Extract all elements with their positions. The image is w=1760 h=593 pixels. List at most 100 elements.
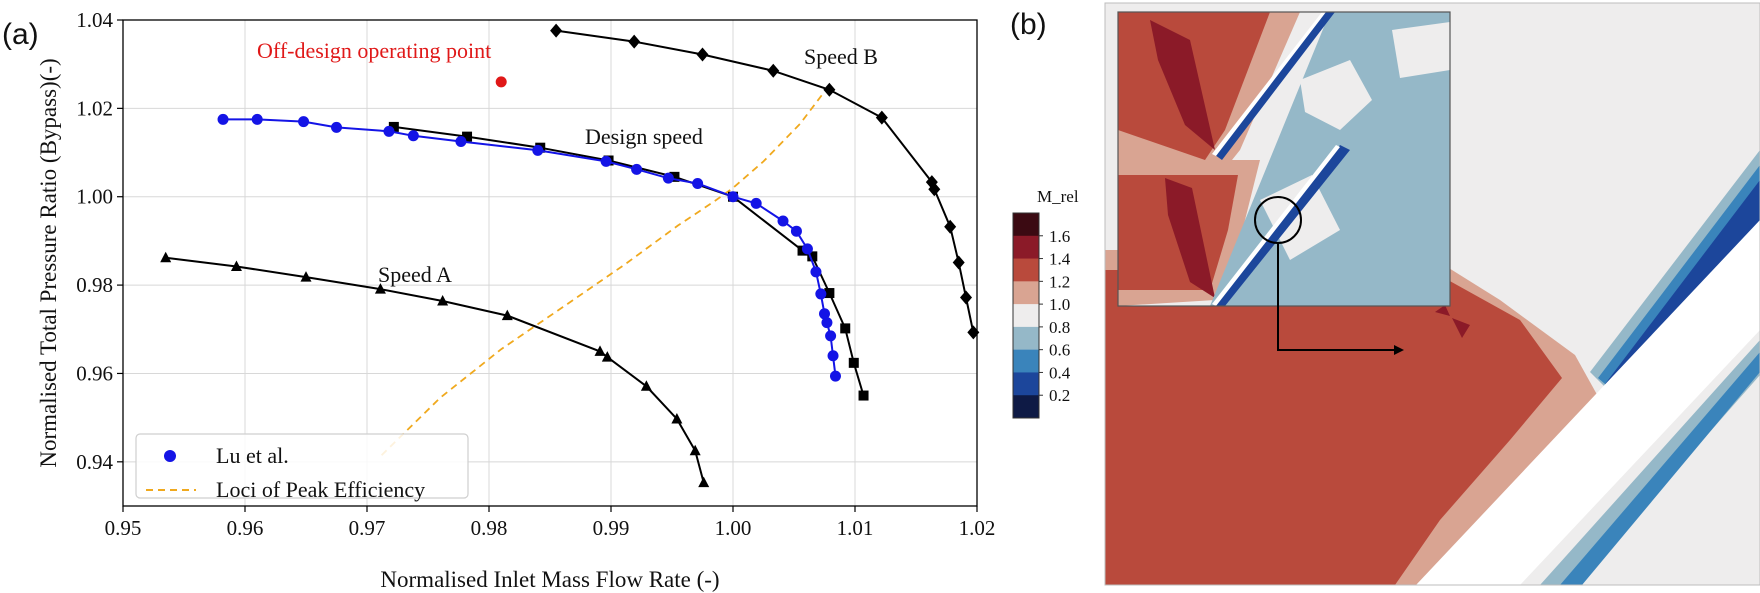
data-point-speed-a — [698, 476, 710, 488]
data-point-design-speed — [840, 323, 851, 334]
blade-surface — [1416, 220, 1760, 585]
colorbar-tick-label: 0.8 — [1049, 318, 1070, 337]
series-speed-b — [550, 23, 980, 340]
inset-frame — [1117, 11, 1451, 307]
x-tick-label: 1.02 — [959, 516, 996, 540]
colorbar-swatch — [1013, 213, 1039, 237]
colorbar-tick-label: 1.0 — [1049, 295, 1070, 314]
colorbar-tick-label: 1.6 — [1049, 227, 1070, 246]
shear-layer-outer — [1590, 150, 1760, 392]
colorbar-tick-label: 1.4 — [1049, 250, 1071, 269]
data-point-speed-b — [967, 325, 980, 340]
data-point-speed-a — [437, 294, 449, 306]
legend-marker-lu — [164, 450, 176, 462]
lower-shear-inner — [1560, 352, 1760, 585]
x-axis-label: Normalised Inlet Mass Flow Rate (-) — [380, 567, 719, 592]
off-design-point — [495, 76, 507, 88]
data-point-lu-et-al — [331, 121, 342, 133]
colorbar-labels: 1.6 1.4 1.2 1.0 0.8 0.6 0.4 0.2 — [1039, 227, 1071, 405]
y-tick-label: 1.04 — [76, 8, 113, 32]
data-point-speed-a — [689, 444, 701, 456]
data-point-lu-et-al — [532, 144, 544, 156]
y-tick-label: 0.98 — [76, 273, 113, 297]
panel-a-label: (a) — [2, 18, 39, 51]
series-line-lu-et-al — [223, 118, 837, 377]
series-line-design-speed — [393, 125, 865, 396]
data-point-lu-et-al — [727, 191, 739, 203]
mach-contour-inset — [1118, 12, 1450, 306]
y-tick-label: 0.94 — [76, 450, 113, 474]
data-point-speed-a — [230, 260, 242, 272]
colorbar-swatch — [1013, 304, 1039, 328]
data-point-speed-a — [160, 251, 172, 263]
data-point-speed-b — [823, 82, 836, 97]
annotation-speed-b: Speed B — [804, 44, 878, 69]
data-point-design-speed — [858, 390, 869, 401]
annotation-speed-a: Speed A — [378, 262, 452, 287]
data-point-lu-et-al — [777, 215, 789, 227]
legend-label-peak-eff: Loci of Peak Efficiency — [216, 477, 425, 502]
inset-blade-bottom — [1212, 145, 1340, 306]
data-point-speed-b — [960, 290, 973, 305]
data-point-lu-et-al — [600, 155, 612, 167]
legend-box — [135, 433, 469, 499]
data-point-design-speed — [848, 357, 859, 368]
plot-frame — [122, 19, 978, 507]
x-tick-label: 0.97 — [349, 516, 386, 540]
performance-map-chart: 0.95 0.96 0.97 0.98 0.99 1.00 1.01 1.02 0.94 0.96… — [36, 8, 995, 592]
legend: Lu et al. Loci of Peak Efficiency — [135, 433, 469, 502]
data-point-design-speed — [669, 171, 680, 182]
data-point-design-speed — [462, 131, 473, 142]
y-tick-label: 1.00 — [76, 185, 113, 209]
zoom-arrow-head — [1394, 345, 1404, 355]
panel-b-label: (b) — [1010, 8, 1047, 41]
y-tick-label: 1.02 — [76, 96, 113, 120]
data-point-lu-et-al — [790, 225, 802, 237]
contour-spot-peak — [1452, 318, 1470, 338]
data-point-design-speed — [824, 288, 835, 299]
data-point-lu-et-al — [455, 136, 467, 147]
data-point-design-speed — [388, 121, 399, 132]
x-tick-label: 0.98 — [471, 516, 508, 540]
data-point-lu-et-al — [819, 308, 830, 320]
data-point-speed-a — [594, 345, 606, 356]
colorbar-swatch — [1013, 235, 1039, 260]
x-tick-label: 0.96 — [227, 516, 264, 540]
colorbar-title: M_rel — [1037, 187, 1079, 206]
contour-frame — [1104, 2, 1760, 586]
inset-blade-top — [1212, 12, 1326, 156]
data-point-lu-et-al — [825, 330, 837, 342]
zoom-arrow-line — [1277, 243, 1394, 351]
contour-zone-high — [1105, 270, 1562, 585]
series-speed-a — [160, 251, 710, 488]
x-tick-label: 0.95 — [105, 516, 142, 540]
data-point-lu-et-al — [692, 177, 704, 189]
colorbar-swatch — [1013, 326, 1039, 351]
series-line-speed-a — [165, 256, 705, 483]
data-point-lu-et-al — [827, 350, 839, 362]
data-point-design-speed — [807, 251, 818, 262]
data-point-speed-a — [601, 351, 613, 362]
legend-label-lu: Lu et al. — [216, 443, 289, 468]
data-point-lu-et-al — [383, 125, 395, 137]
annotation-design-speed: Design speed — [585, 124, 703, 149]
data-point-speed-b — [628, 34, 641, 49]
data-point-lu-et-al — [815, 288, 827, 300]
colorbar-swatch — [1013, 372, 1039, 396]
data-point-lu-et-al — [407, 130, 419, 142]
data-point-lu-et-al — [298, 116, 310, 128]
data-point-lu-et-al — [801, 243, 813, 255]
colorbar-tick-label: 0.4 — [1049, 363, 1071, 382]
data-point-speed-b — [875, 110, 888, 125]
data-point-lu-et-al — [631, 163, 643, 175]
data-point-speed-a — [671, 412, 683, 424]
series-line-loci-of-peak-efficiency — [380, 91, 826, 456]
x-tick-label: 1.01 — [837, 516, 874, 540]
x-tick-label: 0.99 — [593, 516, 630, 540]
annotation-off-design: Off-design operating point — [257, 38, 491, 63]
series-line-speed-b — [555, 29, 975, 333]
colorbar-swatch — [1013, 395, 1039, 419]
inset-zone-peak-bottom — [1165, 178, 1215, 298]
inset-clear-3 — [1392, 22, 1450, 78]
